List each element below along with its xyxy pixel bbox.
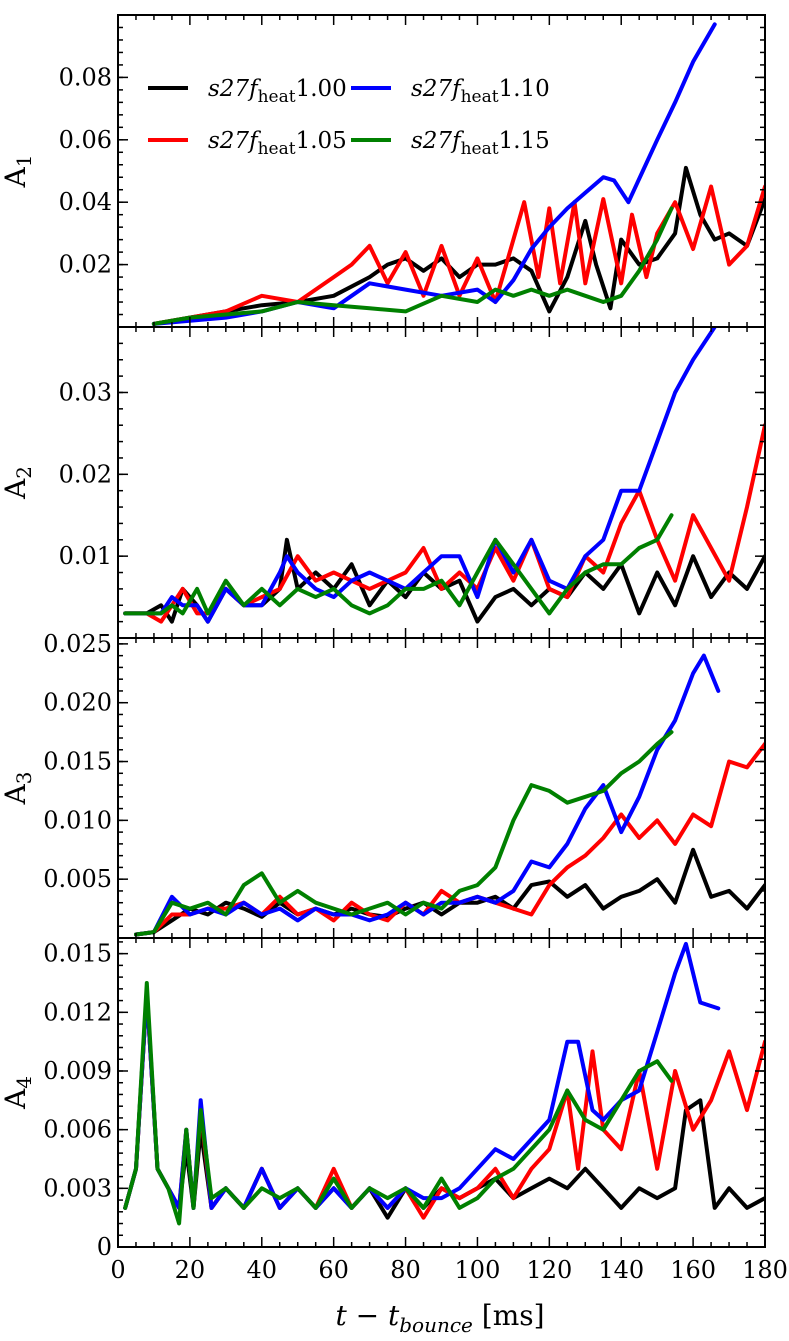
series-line-s27_100 — [134, 847, 765, 937]
svg-text:t − tbounce [ms]: t − tbounce [ms] — [335, 1299, 544, 1337]
x-axis-label-main: t − t — [335, 1299, 400, 1332]
y-tick-label: 0.025 — [43, 630, 112, 658]
y-axis-label: A3 — [0, 772, 36, 806]
series-line-s27_110 — [123, 941, 721, 1210]
series-line-s27_115 — [134, 730, 674, 937]
y-tick-label: 0.015 — [43, 748, 112, 776]
x-tick-label: 160 — [670, 1256, 716, 1284]
series-line-s27_115 — [151, 206, 674, 326]
y-tick-label: 0.02 — [59, 251, 112, 279]
series-line-s27_115 — [123, 513, 674, 616]
y-axis-label: A2 — [0, 466, 36, 500]
series-line-s27_100 — [123, 537, 765, 624]
series-line-s27_110 — [134, 653, 721, 937]
y-axis-label: A4 — [0, 1076, 36, 1110]
x-tick-label: 180 — [742, 1256, 788, 1284]
x-axis-label-unit: [ms] — [473, 1299, 545, 1332]
y-tick-label: 0.02 — [59, 460, 112, 488]
x-axis-label-sub: bounce — [399, 1313, 473, 1337]
y-axis-label: A1 — [0, 155, 36, 189]
legend-label-s27_105: s27fheat1.05 — [208, 128, 347, 159]
series-group — [151, 22, 765, 326]
series-group — [123, 327, 765, 624]
series-group — [123, 941, 765, 1226]
y-tick-label: 0.003 — [43, 1174, 112, 1202]
panels: 0.020.040.060.08A10.010.020.03A20.0050.0… — [0, 14, 788, 1284]
y-tick-label: 0.010 — [43, 806, 112, 834]
x-tick-label: 60 — [318, 1256, 349, 1284]
y-tick-label: 0.009 — [43, 1057, 112, 1085]
y-tick-label: 0.08 — [59, 63, 112, 91]
panel-2: 0.01 0.02 0.03 A2 — [0, 326, 766, 639]
legend: s27fheat1.00 s27fheat1.05 s27fheat1.10 s27f… — [148, 76, 550, 159]
series-line-s27_115 — [123, 981, 674, 1226]
y-tick-label: 0.020 — [43, 689, 112, 717]
y-tick-label: 0.04 — [59, 188, 112, 216]
series-line-s27_110 — [123, 327, 717, 624]
series-group — [134, 653, 765, 937]
x-tick-label: 40 — [247, 1256, 278, 1284]
x-axis-label: t − tbounce [ms] — [335, 1299, 544, 1337]
y-tick-label: 0.005 — [43, 865, 112, 893]
legend-label-s27_100: s27fheat1.00 — [208, 76, 347, 107]
panel-4: 0 0.003 0.006 0.009 0.012 0.015 A4 — [0, 937, 766, 1261]
x-tick-label: 80 — [390, 1256, 421, 1284]
legend-label-s27_110: s27fheat1.10 — [411, 76, 550, 107]
y-tick-label: 0.01 — [59, 542, 112, 570]
y-tick-label: 0.012 — [43, 998, 112, 1026]
series-line-s27_105 — [151, 184, 765, 326]
series-line-s27_100 — [151, 165, 765, 326]
x-tick-labels: 0 20 40 60 80 100 120 140 160 180 — [110, 1256, 788, 1284]
y-tick-label: 0.015 — [43, 940, 112, 968]
panel-3: 0.005 0.010 0.015 0.020 0.025 A3 — [0, 630, 766, 939]
series-line-s27_110 — [151, 22, 717, 326]
x-tick-label: 140 — [598, 1256, 644, 1284]
y-tick-label: 0.06 — [59, 126, 112, 154]
x-tick-label: 0 — [110, 1256, 125, 1284]
panel-1: 0.02 0.04 0.06 0.08 A1 — [0, 14, 766, 328]
y-tick-label: 0.006 — [43, 1116, 112, 1144]
y-tick-label: 0 — [97, 1233, 112, 1261]
panel-frame — [117, 14, 766, 328]
x-tick-label: 100 — [455, 1256, 501, 1284]
legend-label-s27_115: s27fheat1.15 — [411, 128, 550, 159]
x-tick-label: 120 — [526, 1256, 572, 1284]
y-tick-label: 0.03 — [59, 378, 112, 406]
x-tick-label: 20 — [175, 1256, 206, 1284]
